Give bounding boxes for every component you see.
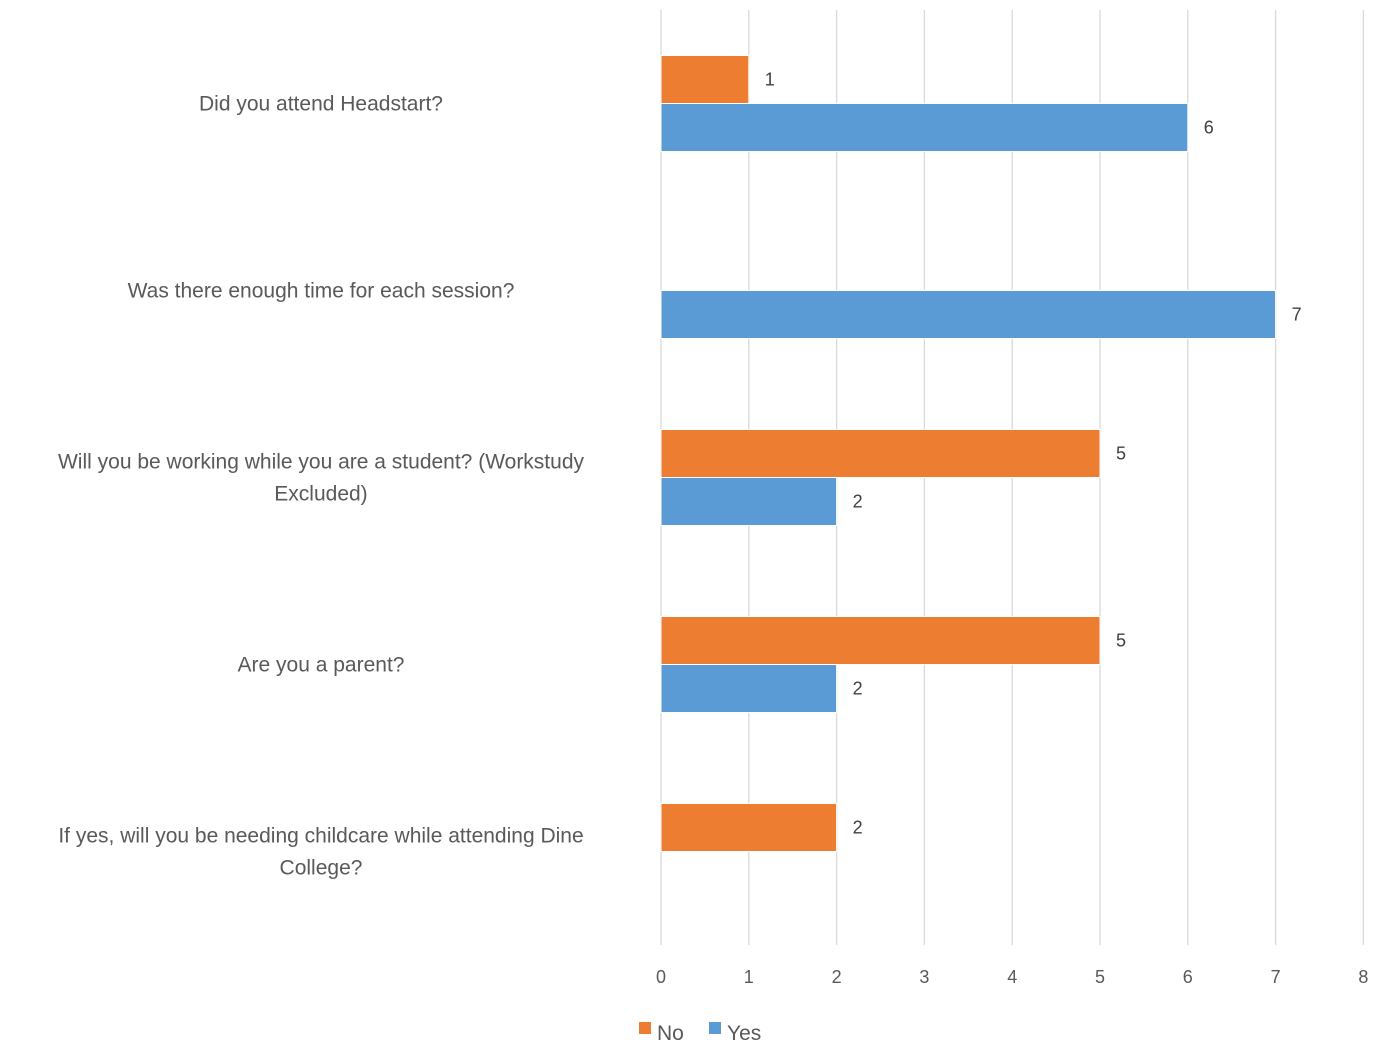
bar-yes-0 — [660, 103, 1189, 152]
x-tick-label: 1 — [744, 967, 754, 987]
x-axis-tick-labels: 0 1 2 3 4 5 6 7 8 — [656, 967, 1368, 987]
x-tick-label: 8 — [1358, 967, 1368, 987]
data-label-yes-1: 7 — [1292, 305, 1302, 325]
category-label-line: Will you be working while you are a stud… — [58, 451, 585, 474]
data-label-no-3: 5 — [1116, 631, 1126, 651]
category-labels: Did you attend Headstart? Was there enoug… — [58, 93, 585, 880]
data-label-yes-3: 2 — [853, 679, 863, 699]
category-label-line: College? — [280, 857, 363, 880]
x-tick-label: 0 — [656, 967, 666, 987]
x-tick-label: 3 — [919, 967, 929, 987]
bar-yes-1 — [660, 290, 1277, 339]
category-label-line: If yes, will you be needing childcare wh… — [58, 825, 583, 848]
data-label-yes-0: 6 — [1204, 118, 1214, 138]
bars — [660, 55, 1277, 852]
category-label-line: Excluded) — [274, 483, 367, 506]
data-label-no-0: 1 — [765, 70, 775, 90]
category-label-3: Are you a parent? — [238, 654, 405, 677]
bar-yes-3 — [660, 664, 838, 713]
category-label-line: Was there enough time for each session? — [128, 280, 515, 303]
x-tick-label: 5 — [1095, 967, 1105, 987]
data-label-no-4: 2 — [853, 818, 863, 838]
legend-label-yes: Yes — [727, 1022, 761, 1044]
category-label-line: Are you a parent? — [238, 654, 405, 677]
category-label-1: Was there enough time for each session? — [128, 280, 515, 303]
category-label-line: Did you attend Headstart? — [199, 93, 443, 116]
x-tick-label: 7 — [1271, 967, 1281, 987]
category-label-0: Did you attend Headstart? — [199, 93, 443, 116]
legend-swatch-no — [639, 1022, 651, 1034]
category-label-4: If yes, will you be needing childcare wh… — [58, 825, 583, 880]
legend: No Yes — [639, 1022, 761, 1044]
category-label-2: Will you be working while you are a stud… — [58, 451, 585, 506]
bar-no-2 — [660, 429, 1101, 478]
bar-no-0 — [660, 55, 750, 104]
data-label-no-2: 5 — [1116, 444, 1126, 464]
x-tick-label: 2 — [832, 967, 842, 987]
bar-no-4 — [660, 803, 838, 852]
legend-label-no: No — [657, 1022, 684, 1044]
x-tick-label: 4 — [1007, 967, 1017, 987]
x-tick-label: 6 — [1183, 967, 1193, 987]
data-labels: 1 6 7 5 2 5 2 2 — [765, 70, 1302, 838]
data-label-yes-2: 2 — [853, 492, 863, 512]
legend-swatch-yes — [709, 1022, 721, 1034]
bar-no-3 — [660, 616, 1101, 665]
bar-yes-2 — [660, 477, 838, 526]
